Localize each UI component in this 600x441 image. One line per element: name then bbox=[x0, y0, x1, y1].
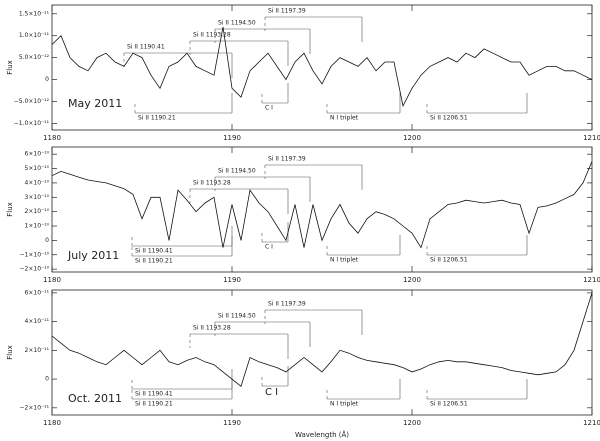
y-tick-label: 1.0×10⁻¹¹ bbox=[19, 32, 50, 39]
line-annotation: Si II 1193.28 bbox=[193, 180, 231, 187]
y-tick-label: 6×10⁻¹¹ bbox=[25, 289, 50, 296]
y-tick-label: −5.0×10⁻¹² bbox=[14, 98, 50, 105]
y-tick-label: 1.5×10⁻¹¹ bbox=[19, 10, 50, 17]
spectrum-line bbox=[51, 292, 593, 387]
x-tick-label: 1190 bbox=[223, 134, 241, 142]
y-axis-label: Flux bbox=[6, 345, 14, 360]
line-annotation: C I bbox=[265, 387, 278, 398]
y-axis-label: Flux bbox=[6, 60, 14, 75]
y-tick-label: −1.0×10⁻¹¹ bbox=[14, 120, 50, 127]
y-tick-label: 3×10⁻¹⁰ bbox=[25, 194, 50, 201]
y-tick-label: 4×10⁻¹⁰ bbox=[25, 179, 50, 186]
line-annotation: Si II 1194.50 bbox=[218, 168, 256, 175]
y-tick-label: 4×10⁻¹¹ bbox=[25, 318, 50, 325]
line-annotation: Si II 1190.21 bbox=[135, 258, 173, 265]
x-tick-label: 1180 bbox=[43, 134, 61, 142]
line-annotation: N I triplet bbox=[330, 401, 359, 408]
y-tick-label: 6×10⁻¹⁰ bbox=[25, 151, 50, 158]
x-tick-label: 1200 bbox=[403, 419, 421, 427]
line-annotation: Si II 1193.28 bbox=[193, 325, 231, 332]
line-annotation: C I bbox=[265, 244, 273, 251]
x-tick-label: 1210 bbox=[583, 419, 600, 427]
x-tick-label: 1180 bbox=[43, 419, 61, 427]
line-annotation: C I bbox=[265, 105, 273, 112]
spectrum-line bbox=[51, 26, 593, 108]
x-axis-label: Wavelength (Å) bbox=[295, 430, 349, 439]
panel-label: May 2011 bbox=[68, 97, 122, 110]
panel-label: Oct. 2011 bbox=[68, 392, 122, 405]
line-annotation: Si II 1206.51 bbox=[430, 401, 468, 408]
y-tick-label: 5×10⁻¹⁰ bbox=[25, 165, 50, 172]
y-tick-label: 0 bbox=[45, 376, 49, 383]
y-axis-label: Flux bbox=[6, 202, 14, 217]
panel-frame bbox=[51, 146, 593, 273]
line-annotation: Si II 1206.51 bbox=[430, 257, 468, 264]
panel-frame bbox=[51, 289, 593, 416]
y-tick-label: 0 bbox=[45, 237, 49, 244]
line-annotation: Si II 1194.50 bbox=[218, 313, 256, 320]
line-annotation: Si II 1194.50 bbox=[218, 20, 256, 27]
y-tick-label: −1×10⁻¹⁰ bbox=[20, 251, 50, 258]
line-annotation: Si II 1193.28 bbox=[193, 32, 231, 39]
line-annotation: Si II 1206.51 bbox=[430, 115, 468, 122]
line-annotation: Si II 1190.21 bbox=[138, 115, 176, 122]
x-tick-label: 1190 bbox=[223, 276, 241, 284]
line-annotation: Si II 1190.41 bbox=[135, 248, 173, 255]
line-annotation: Si II 1197.39 bbox=[268, 301, 306, 308]
y-tick-label: −2×10⁻¹¹ bbox=[20, 404, 50, 411]
y-tick-label: 2×10⁻¹¹ bbox=[25, 347, 50, 354]
x-tick-label: 1180 bbox=[43, 276, 61, 284]
line-annotation: Si II 1190.21 bbox=[135, 401, 173, 408]
line-annotation: Si II 1197.39 bbox=[268, 8, 306, 15]
y-tick-label: 5.0×10⁻¹² bbox=[19, 54, 50, 61]
line-annotation: N I triplet bbox=[330, 115, 359, 122]
y-tick-label: 1×10⁻¹⁰ bbox=[25, 223, 50, 230]
y-tick-label: 2×10⁻¹⁰ bbox=[25, 208, 50, 215]
line-annotation: N I triplet bbox=[330, 257, 359, 264]
line-annotation: Si II 1197.39 bbox=[268, 156, 306, 163]
y-tick-label: −2×10⁻¹⁰ bbox=[20, 266, 50, 273]
panel-frame bbox=[51, 4, 593, 131]
x-tick-label: 1200 bbox=[403, 276, 421, 284]
panel-label: July 2011 bbox=[67, 249, 119, 262]
line-annotation: Si II 1190.41 bbox=[127, 44, 165, 51]
x-tick-label: 1210 bbox=[583, 134, 600, 142]
x-tick-label: 1200 bbox=[403, 134, 421, 142]
x-tick-label: 1190 bbox=[223, 419, 241, 427]
y-tick-label: 0 bbox=[45, 76, 49, 83]
x-tick-label: 1210 bbox=[583, 276, 600, 284]
line-annotation: Si II 1190.41 bbox=[135, 391, 173, 398]
spectrum-line bbox=[51, 161, 593, 249]
